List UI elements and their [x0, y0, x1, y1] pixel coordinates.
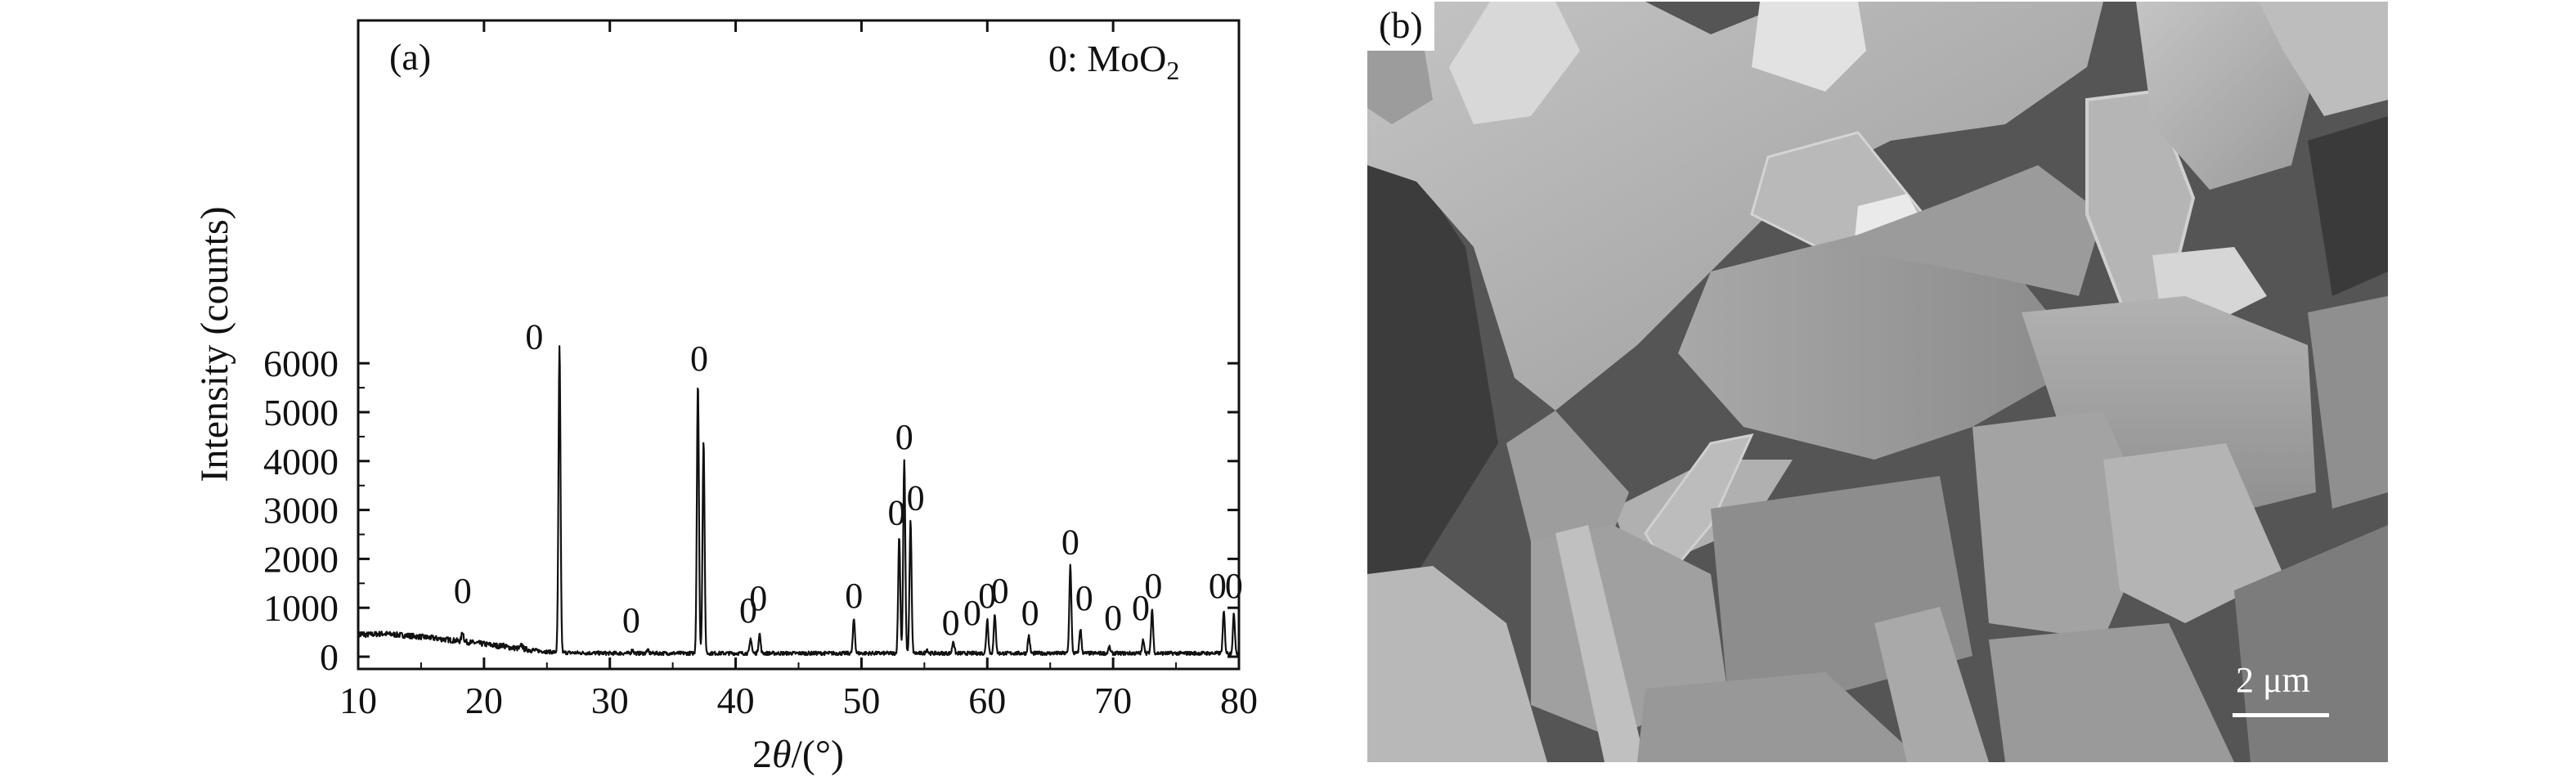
sem-plate [1825, 165, 2103, 296]
x-tick-label: 30 [591, 680, 629, 721]
x-tick-label: 60 [968, 680, 1006, 721]
peak-marker-label: 0 [1104, 598, 1122, 638]
sem-plate [1367, 566, 1547, 762]
ticks-layer: 10 20 30 40 50 60 70 80010002000300040005000600… [263, 20, 1258, 721]
peak-marker-label: 0 [895, 417, 913, 457]
x-tick-label: 20 [465, 680, 503, 721]
scale-bar [2233, 713, 2329, 717]
peak-marker-label: 0 [1132, 588, 1150, 628]
peak-marker-label: 0 [845, 576, 863, 616]
x-axis-label-suffix: /(°) [792, 733, 845, 776]
sem-panel: (b) 2 μm [1367, 2, 2388, 762]
legend-separator: : [1067, 38, 1087, 79]
peak-marker-label: 0 [978, 576, 996, 616]
y-tick-label: 0 [320, 636, 339, 678]
legend-marker: 0 [1048, 38, 1067, 79]
sem-plate [1752, 2, 1866, 92]
x-axis-label: 2θ/(°) [752, 733, 844, 776]
curve-layer [357, 345, 1240, 657]
peak-marker-label: 0 [1021, 593, 1039, 633]
y-tick-label: 6000 [263, 343, 339, 384]
peak-marker-label: 0 [963, 593, 981, 633]
peak-marker-label: 0 [1144, 566, 1162, 606]
x-tick-label: 50 [842, 680, 880, 721]
x-tick-label: 80 [1220, 680, 1258, 721]
xrd-chart: 10 20 30 40 50 60 70 80010002000300040005000600… [193, 19, 1258, 776]
xrd-panel: 10 20 30 40 50 60 70 80 0 1000 2000 3000 4000 5000 600… [0, 0, 1276, 781]
sem-plate [2103, 443, 2283, 623]
sem-plate [2136, 2, 2316, 190]
y-tick-label: 5000 [263, 392, 339, 433]
sem-plate [2308, 296, 2388, 509]
panel-b-label: (b) [1367, 2, 1434, 51]
y-axis-label: Intensity (counts) [193, 206, 236, 482]
x-tick-label: 10 [339, 680, 377, 721]
sem-micrograph [1367, 2, 2388, 762]
peak-marker-label: 0 [690, 339, 708, 379]
peak-marker-label: 0 [942, 603, 960, 643]
peak-marker-label: 0 [1061, 522, 1079, 562]
sem-plate [1678, 231, 2087, 460]
peak-marker-label: 0 [1209, 566, 1227, 606]
y-tick-label: 1000 [263, 587, 339, 629]
x-tick-label: 70 [1094, 680, 1132, 721]
peak-marker-label: 0 [622, 600, 640, 640]
sem-plate [1989, 623, 2234, 762]
panel-a-label: (a) [389, 36, 431, 78]
x-axis-label-symbol: θ [772, 733, 792, 776]
x-tick-label: 40 [717, 680, 755, 721]
sem-plate [1555, 525, 1645, 762]
peak-marker-label: 0 [1225, 566, 1243, 606]
xrd-pattern-line [357, 345, 1240, 657]
y-tick-label: 4000 [263, 441, 339, 483]
sem-plate [1367, 2, 2103, 411]
peak-marker-label: 0 [907, 478, 925, 518]
sem-plate [2259, 2, 2388, 116]
legend-text: 0: MoO2 [1048, 38, 1179, 85]
plot-frame [357, 19, 1241, 671]
y-tick-label: 3000 [263, 490, 339, 532]
peak-marker-label: 0 [749, 578, 767, 618]
sem-plate [1637, 672, 1923, 762]
sem-shadow-region [2308, 116, 2388, 296]
sem-plate [1449, 2, 1580, 124]
sem-plate [2234, 525, 2388, 762]
sem-plate [1874, 607, 1989, 762]
x-axis-label-prefix: 2 [752, 733, 772, 776]
peak-marker-label: 0 [454, 571, 472, 611]
y-tick-label: 2000 [263, 538, 339, 580]
peak-marker-label: 0 [1075, 578, 1093, 618]
scale-bar-label: 2 μm [2236, 660, 2310, 700]
peak-marker-label: 0 [739, 590, 757, 631]
legend-subscript: 2 [1166, 56, 1179, 85]
legend-compound: MoO [1087, 38, 1166, 79]
peak-marker-label: 0 [888, 493, 906, 533]
sem-shadow-region [1367, 100, 1498, 623]
peak-marker-label: 0 [991, 571, 1009, 611]
peak-marker-label: 0 [525, 316, 543, 357]
